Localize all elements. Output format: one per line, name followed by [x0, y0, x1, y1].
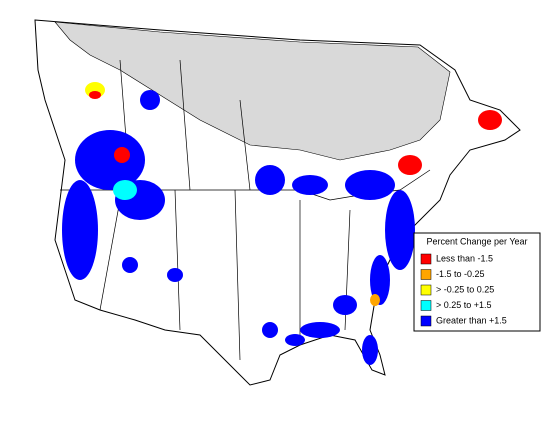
no-data-region [54, 21, 451, 161]
blob [300, 322, 340, 338]
legend-label: > -0.25 to 0.25 [436, 284, 494, 294]
blob [362, 335, 378, 365]
legend-title: Percent Change per Year [426, 236, 527, 246]
blob [62, 180, 98, 280]
legend-swatch [420, 284, 432, 296]
blob [478, 110, 502, 130]
blob [167, 268, 183, 282]
blob [385, 190, 415, 270]
legend-box [413, 232, 541, 332]
legend-label: -1.5 to -0.25 [436, 269, 485, 279]
blob [89, 91, 101, 99]
legend: Percent Change per Year Less than -1.5 -1… [413, 232, 541, 332]
border [60, 59, 431, 361]
legend-swatch [420, 300, 432, 311]
blob [262, 322, 278, 338]
blob [345, 170, 395, 200]
legend-swatch [420, 253, 432, 265]
legend-label: Greater than +1.5 [436, 315, 507, 325]
blob [255, 165, 285, 195]
blob [113, 180, 137, 200]
legend-swatch [420, 315, 432, 327]
blob [140, 90, 160, 110]
data-blobs [62, 82, 502, 365]
blob [370, 294, 380, 306]
blob [122, 257, 138, 273]
legend-label: Less than -1.5 [436, 253, 493, 263]
legend-label: > 0.25 to +1.5 [436, 300, 492, 310]
blob [333, 295, 357, 315]
blob [398, 155, 422, 175]
legend-swatch [420, 269, 432, 280]
blob [75, 130, 145, 190]
blob [370, 255, 390, 305]
blob [292, 175, 328, 195]
blob [114, 147, 130, 163]
blob [285, 334, 305, 346]
